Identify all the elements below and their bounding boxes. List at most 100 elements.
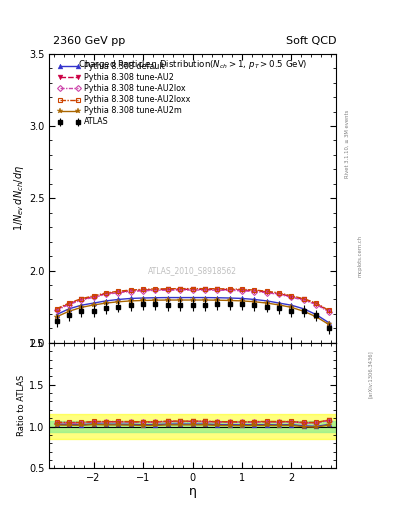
Pythia 8.308 tune-AU2lox <box>66 302 71 308</box>
Pythia 8.308 tune-AU2loxx <box>240 286 244 292</box>
Pythia 8.308 tune-AU2loxx <box>116 288 121 294</box>
Pythia 8.308 default <box>326 319 331 326</box>
Pythia 8.308 tune-AU2 <box>54 307 59 313</box>
Pythia 8.308 tune-AU2m <box>66 308 71 314</box>
Pythia 8.308 default <box>116 296 121 303</box>
Pythia 8.308 tune-AU2lox <box>301 297 306 303</box>
Pythia 8.308 tune-AU2 <box>202 286 207 292</box>
Pythia 8.308 tune-AU2lox <box>326 309 331 315</box>
Pythia 8.308 default <box>264 298 269 304</box>
Pythia 8.308 default <box>277 300 281 306</box>
Pythia 8.308 tune-AU2loxx <box>314 300 319 306</box>
Pythia 8.308 tune-AU2 <box>116 289 121 295</box>
Pythia 8.308 default <box>141 295 145 301</box>
Bar <box>49 421 336 433</box>
Pythia 8.308 tune-AU2 <box>240 287 244 293</box>
Text: Charged Particle$\,\eta$ Distribution($N_{ch} > 1,\,p_{T} > 0.5$ GeV): Charged Particle$\,\eta$ Distribution($N… <box>78 58 307 71</box>
Pythia 8.308 tune-AU2 <box>141 287 145 293</box>
Pythia 8.308 tune-AU2loxx <box>190 286 195 292</box>
Pythia 8.308 tune-AU2loxx <box>326 307 331 313</box>
Pythia 8.308 tune-AU2loxx <box>301 295 306 302</box>
Pythia 8.308 tune-AU2m <box>314 314 319 320</box>
Pythia 8.308 default <box>215 294 220 301</box>
Bar <box>49 414 336 439</box>
Pythia 8.308 tune-AU2loxx <box>79 295 84 302</box>
Pythia 8.308 tune-AU2loxx <box>153 286 158 292</box>
Pythia 8.308 tune-AU2loxx <box>141 286 145 292</box>
Pythia 8.308 tune-AU2m <box>277 302 281 308</box>
Pythia 8.308 tune-AU2lox <box>153 287 158 293</box>
Pythia 8.308 tune-AU2 <box>66 301 71 307</box>
Pythia 8.308 default <box>91 300 96 306</box>
Pythia 8.308 tune-AU2 <box>104 291 108 297</box>
Pythia 8.308 default <box>252 296 257 303</box>
Pythia 8.308 tune-AU2m <box>252 298 257 305</box>
Text: 2360 GeV pp: 2360 GeV pp <box>53 36 125 46</box>
Pythia 8.308 default <box>178 294 183 301</box>
Pythia 8.308 tune-AU2m <box>104 300 108 306</box>
Pythia 8.308 tune-AU2loxx <box>178 286 183 292</box>
Pythia 8.308 tune-AU2lox <box>314 302 319 308</box>
Pythia 8.308 tune-AU2m <box>227 297 232 304</box>
Line: Pythia 8.308 default: Pythia 8.308 default <box>54 295 331 325</box>
Pythia 8.308 tune-AU2m <box>202 297 207 303</box>
Pythia 8.308 tune-AU2 <box>326 308 331 314</box>
Legend: Pythia 8.308 default, Pythia 8.308 tune-AU2, Pythia 8.308 tune-AU2lox, Pythia 8.: Pythia 8.308 default, Pythia 8.308 tune-… <box>56 61 192 128</box>
Pythia 8.308 tune-AU2m <box>190 297 195 303</box>
Text: Soft QCD: Soft QCD <box>286 36 336 46</box>
Pythia 8.308 tune-AU2loxx <box>277 290 281 296</box>
Pythia 8.308 default <box>227 295 232 301</box>
Pythia 8.308 tune-AU2m <box>54 314 59 320</box>
Pythia 8.308 tune-AU2lox <box>215 287 220 293</box>
Pythia 8.308 tune-AU2m <box>240 298 244 304</box>
Pythia 8.308 default <box>165 294 170 301</box>
Pythia 8.308 tune-AU2lox <box>54 307 59 313</box>
Pythia 8.308 tune-AU2 <box>165 286 170 292</box>
Pythia 8.308 tune-AU2m <box>141 297 145 304</box>
Pythia 8.308 default <box>190 294 195 301</box>
Pythia 8.308 tune-AU2lox <box>289 294 294 301</box>
Pythia 8.308 default <box>153 294 158 301</box>
Pythia 8.308 tune-AU2loxx <box>202 286 207 292</box>
Line: Pythia 8.308 tune-AU2m: Pythia 8.308 tune-AU2m <box>54 297 331 327</box>
Pythia 8.308 tune-AU2m <box>165 297 170 303</box>
Pythia 8.308 tune-AU2loxx <box>264 288 269 294</box>
Pythia 8.308 default <box>314 312 319 318</box>
Pythia 8.308 tune-AU2lox <box>79 297 84 303</box>
Line: Pythia 8.308 tune-AU2lox: Pythia 8.308 tune-AU2lox <box>55 288 331 314</box>
X-axis label: η: η <box>189 485 196 498</box>
Pythia 8.308 default <box>104 298 108 304</box>
Y-axis label: $1/N_{ev}\,dN_{ch}/d\eta$: $1/N_{ev}\,dN_{ch}/d\eta$ <box>12 165 26 231</box>
Pythia 8.308 tune-AU2lox <box>91 294 96 301</box>
Line: Pythia 8.308 tune-AU2: Pythia 8.308 tune-AU2 <box>54 287 331 313</box>
Text: ATLAS_2010_S8918562: ATLAS_2010_S8918562 <box>148 266 237 275</box>
Pythia 8.308 default <box>289 302 294 308</box>
Y-axis label: Ratio to ATLAS: Ratio to ATLAS <box>17 375 26 436</box>
Pythia 8.308 tune-AU2lox <box>104 291 108 297</box>
Pythia 8.308 default <box>202 294 207 301</box>
Pythia 8.308 tune-AU2 <box>153 287 158 293</box>
Pythia 8.308 tune-AU2lox <box>277 291 281 297</box>
Pythia 8.308 tune-AU2lox <box>227 287 232 293</box>
Pythia 8.308 default <box>129 295 133 302</box>
Pythia 8.308 tune-AU2lox <box>116 290 121 296</box>
Pythia 8.308 tune-AU2m <box>264 300 269 306</box>
Pythia 8.308 default <box>79 302 84 308</box>
Pythia 8.308 tune-AU2 <box>178 286 183 292</box>
Pythia 8.308 tune-AU2 <box>215 286 220 292</box>
Pythia 8.308 default <box>66 306 71 312</box>
Pythia 8.308 tune-AU2m <box>326 321 331 327</box>
Pythia 8.308 tune-AU2loxx <box>91 293 96 299</box>
Pythia 8.308 tune-AU2 <box>79 296 84 303</box>
Pythia 8.308 tune-AU2 <box>190 286 195 292</box>
Pythia 8.308 tune-AU2m <box>215 297 220 303</box>
Pythia 8.308 tune-AU2lox <box>240 288 244 294</box>
Pythia 8.308 tune-AU2loxx <box>215 286 220 292</box>
Pythia 8.308 tune-AU2 <box>252 288 257 294</box>
Pythia 8.308 tune-AU2m <box>91 302 96 308</box>
Pythia 8.308 tune-AU2m <box>289 304 294 310</box>
Pythia 8.308 tune-AU2lox <box>264 290 269 296</box>
Text: mcplots.cern.ch: mcplots.cern.ch <box>358 235 363 277</box>
Pythia 8.308 tune-AU2lox <box>202 287 207 293</box>
Pythia 8.308 tune-AU2lox <box>190 287 195 293</box>
